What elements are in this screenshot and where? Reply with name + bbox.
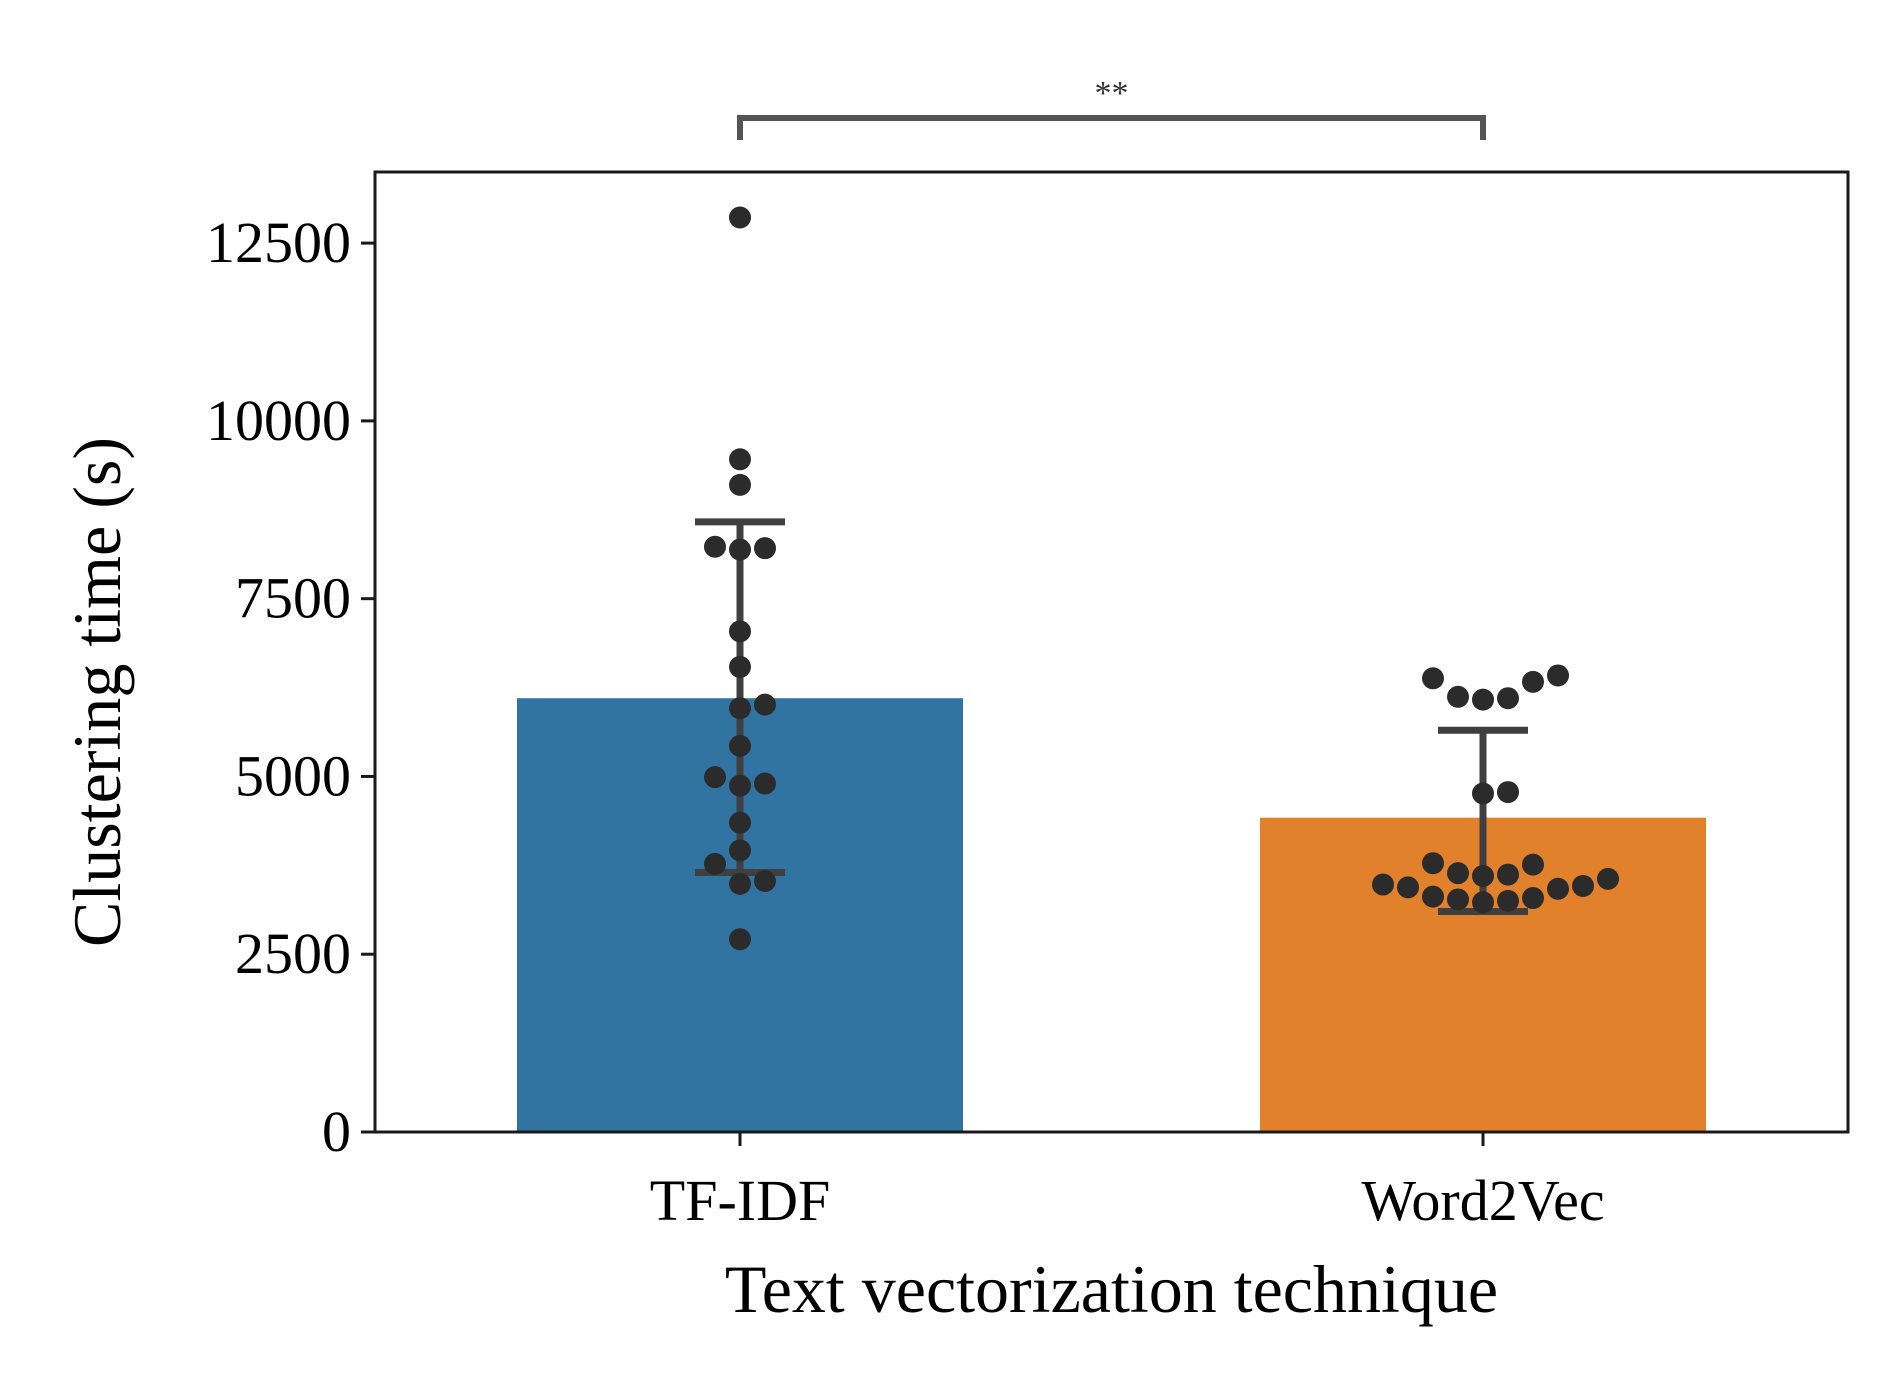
data-point xyxy=(729,620,751,643)
data-point xyxy=(754,772,776,795)
data-point xyxy=(1522,853,1544,876)
significance-label: ** xyxy=(1095,75,1129,112)
data-point xyxy=(729,928,751,951)
data-point xyxy=(1372,873,1394,896)
data-point xyxy=(729,774,751,797)
data-point xyxy=(729,697,751,720)
data-point xyxy=(1397,876,1419,899)
points-layer xyxy=(704,206,1619,951)
data-point xyxy=(704,852,726,875)
data-point xyxy=(1422,852,1444,875)
y-tick-label: 0 xyxy=(322,1099,351,1164)
y-tick-label: 10000 xyxy=(206,388,351,453)
data-point xyxy=(1447,888,1469,911)
data-point xyxy=(729,734,751,757)
x-tick-label: TF-IDF xyxy=(650,1168,830,1233)
bars-layer xyxy=(517,698,1706,1132)
data-point xyxy=(729,811,751,834)
data-point xyxy=(1472,891,1494,914)
data-point xyxy=(704,535,726,558)
significance-bracket: ** xyxy=(737,75,1486,140)
data-point xyxy=(1572,874,1594,897)
data-point xyxy=(1447,685,1469,708)
data-point xyxy=(729,538,751,561)
significance-line xyxy=(737,115,1486,140)
data-point xyxy=(1547,877,1569,900)
data-point xyxy=(1472,688,1494,711)
data-point xyxy=(1597,867,1619,890)
data-point xyxy=(1472,865,1494,887)
data-point xyxy=(1497,687,1519,710)
data-point xyxy=(754,537,776,560)
data-point xyxy=(1497,781,1519,804)
data-point xyxy=(729,473,751,496)
data-point xyxy=(1447,862,1469,885)
data-point xyxy=(729,872,751,895)
data-point xyxy=(754,693,776,716)
data-point xyxy=(1547,664,1569,687)
data-point xyxy=(1472,782,1494,805)
y-axis-title: Clustering time (s) xyxy=(59,437,135,947)
data-point xyxy=(754,869,776,892)
x-tick-label: Word2Vec xyxy=(1361,1168,1604,1233)
data-point xyxy=(1497,889,1519,912)
y-axis: 0 2500 5000 7500 10000 12500 xyxy=(206,210,375,1164)
x-axis-title: Text vectorization technique xyxy=(725,1251,1498,1327)
data-point xyxy=(729,839,751,862)
data-point xyxy=(729,655,751,678)
data-point xyxy=(1522,670,1544,693)
data-point xyxy=(729,448,751,471)
x-axis: TF-IDF Word2Vec xyxy=(650,1132,1605,1233)
data-point xyxy=(1522,887,1544,910)
plot-frame xyxy=(373,170,1850,1134)
data-point xyxy=(704,766,726,789)
data-point xyxy=(729,206,751,229)
y-tick-label: 12500 xyxy=(206,210,351,275)
data-point xyxy=(1422,885,1444,908)
data-point xyxy=(1422,667,1444,690)
y-tick-label: 5000 xyxy=(235,743,351,808)
data-point xyxy=(1497,863,1519,886)
y-tick-label: 7500 xyxy=(235,566,351,631)
y-tick-label: 2500 xyxy=(235,921,351,986)
